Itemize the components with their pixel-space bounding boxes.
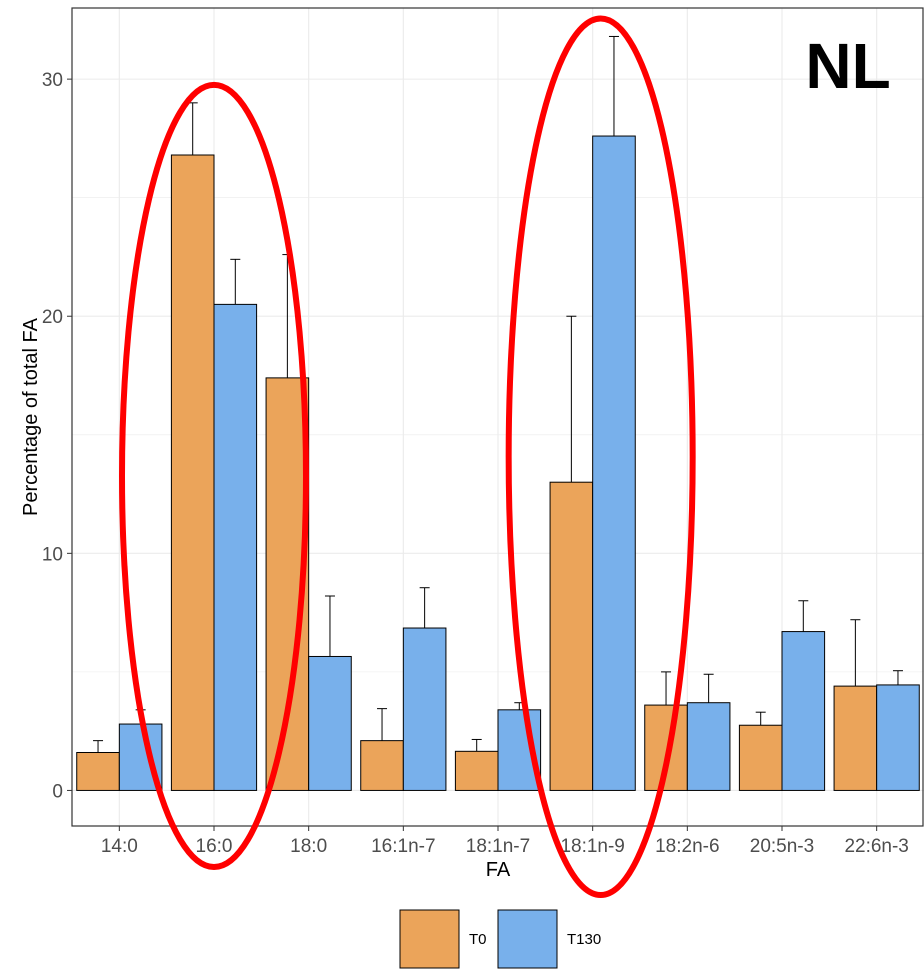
- y-tick-label: 20: [42, 307, 63, 328]
- x-axis-ticks: 14:0 16:0 18:0 16:1n-7 18:1n-7 18:1n-9 18:2n-6…: [101, 826, 909, 857]
- y-tick-label: 0: [52, 781, 63, 802]
- bar-t0-14-0: [76, 751, 120, 791]
- x-tick-label: 22:6n-3: [844, 836, 908, 857]
- bars-group: [76, 135, 920, 791]
- highlight-ellipses: [119, 15, 696, 898]
- x-tick-label: 18:0: [290, 836, 327, 857]
- legend: T0 T130: [399, 909, 601, 969]
- bar-t130-16-1n-7: [402, 627, 447, 791]
- x-tick-label: 14:0: [101, 836, 138, 857]
- bar-t130-18-0: [308, 655, 352, 791]
- highlight-ellipse: [119, 81, 309, 870]
- bar-t130-18-2n-6: [686, 702, 731, 791]
- x-tick-label: 18:2n-6: [655, 836, 719, 857]
- bar-t0-16-1n-7: [360, 740, 404, 791]
- bar-t0-18-1n-7: [454, 750, 499, 791]
- y-axis-ticks: 0 10 20 30: [42, 70, 72, 802]
- highlight-ellipse: [505, 15, 696, 898]
- y-axis-title: Percentage of total FA: [20, 317, 42, 516]
- bar-t0-20-5n-3: [738, 724, 783, 791]
- x-tick-label: 16:0: [196, 836, 233, 857]
- x-tick-label: 18:1n-9: [560, 836, 624, 857]
- bar-t130-22-6n-3: [876, 684, 920, 791]
- bar-t130-20-5n-3: [781, 631, 826, 791]
- legend-key-t130: [497, 909, 558, 969]
- x-tick-label: 20:5n-3: [750, 836, 814, 857]
- x-tick-label: 18:1n-7: [466, 836, 530, 857]
- bar-t0-22-6n-3: [833, 685, 878, 791]
- x-axis-title: FA: [486, 859, 511, 881]
- corner-label: NL: [805, 30, 890, 102]
- legend-label-t130: T130: [567, 931, 601, 948]
- bar-t0-18-1n-9: [549, 481, 594, 791]
- y-tick-label: 10: [42, 544, 63, 565]
- x-tick-label: 16:1n-7: [371, 836, 435, 857]
- legend-key-t0: [399, 909, 460, 969]
- legend-label-t0: T0: [469, 931, 487, 948]
- bar-t130-18-1n-9: [592, 135, 636, 791]
- y-tick-label: 30: [42, 70, 63, 91]
- bar-t130-16-0: [213, 303, 258, 791]
- error-bars-group: [93, 35, 903, 753]
- bar-t0-16-0: [170, 154, 215, 791]
